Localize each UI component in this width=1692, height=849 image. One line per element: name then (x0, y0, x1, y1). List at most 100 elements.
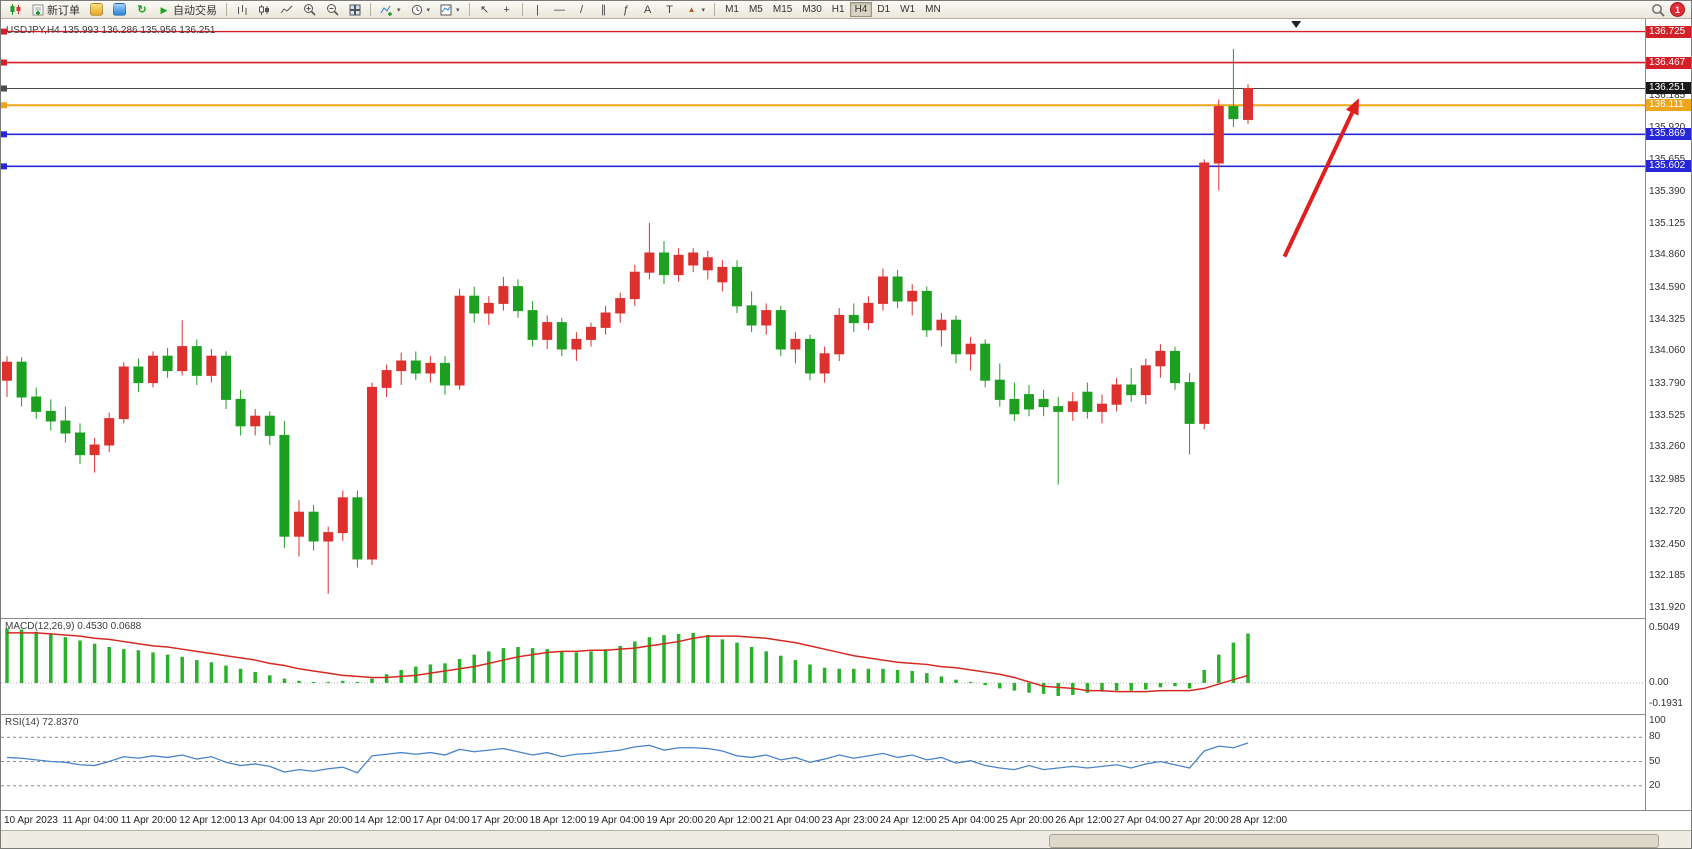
clock-icon (411, 4, 422, 15)
time-axis[interactable]: 10 Apr 2023 11 Apr 04:00 11 Apr 20:00 12 Ap… (1, 810, 1691, 830)
new-order-icon (32, 4, 44, 15)
crosshair-button[interactable]: + (497, 1, 517, 19)
timeframe-w1[interactable]: W1 (895, 2, 920, 17)
line-chart-icon (280, 5, 293, 13)
level-left-marker (1, 85, 7, 92)
zoom-out-icon (327, 4, 339, 16)
toolbar-separator (226, 3, 227, 16)
time-axis-label: 19 Apr 04:00 (588, 815, 645, 826)
market-watch-button[interactable] (109, 1, 130, 19)
timeframe-mn[interactable]: MN (920, 2, 946, 17)
time-axis-label: 23 Apr 23:00 (821, 815, 879, 826)
zoom-out-button[interactable] (322, 1, 343, 19)
timeframe-m30[interactable]: M30 (797, 2, 826, 17)
price-axis-label: 135.920 (1649, 122, 1685, 133)
macd-pane[interactable]: MACD(12,26,9) 0.4530 0.0688 (1, 619, 1647, 715)
trendline-icon: / (580, 3, 584, 16)
price-axis[interactable]: 136.185 135.920 135.655 135.390 135.125 134.8… (1645, 19, 1691, 810)
time-axis-label: 13 Apr 04:00 (237, 815, 295, 826)
vertical-line-button[interactable]: | (528, 1, 548, 19)
scrollbar-thumb[interactable] (1048, 834, 1660, 848)
trend-arrow (1282, 111, 1354, 258)
time-axis-label: 13 Apr 20:00 (296, 815, 353, 826)
macd-chart[interactable] (1, 619, 1647, 715)
price-axis-label: 134.060 (1649, 345, 1686, 357)
macd-axis-label: -0.1931 (1649, 698, 1683, 709)
price-axis-label: 132.185 (1649, 570, 1686, 582)
chevron-down-icon: ▾ (397, 6, 401, 14)
fibonacci-icon: ƒ (622, 3, 629, 16)
toolbar-separator (370, 3, 371, 16)
rsi-chart[interactable] (1, 715, 1647, 810)
time-axis-label: 25 Apr 04:00 (938, 815, 996, 826)
price-tag: 136.725 (1646, 25, 1691, 38)
arrows-button[interactable]: ▲ ▾ (682, 1, 710, 19)
level-left-marker (1, 59, 7, 66)
candlestick-chart-button[interactable] (254, 1, 274, 19)
text-label-button[interactable]: T (660, 1, 680, 19)
horizontal-line-icon: — (554, 3, 566, 16)
notification-badge[interactable]: 1 (1670, 2, 1685, 17)
text-label-icon: T (666, 3, 673, 16)
timeframe-m5[interactable]: M5 (744, 2, 768, 17)
price-axis-label: 132.985 (1649, 474, 1686, 486)
horizontal-line-button[interactable]: — (550, 1, 570, 19)
bar-chart-icon (238, 4, 247, 15)
time-axis-label: 24 Apr 12:00 (880, 815, 937, 826)
trendline-button[interactable]: / (572, 1, 592, 19)
toolbar-right-group: 1 (1651, 2, 1687, 17)
channel-button[interactable]: ∥ (594, 1, 614, 19)
time-axis-label: 17 Apr 20:00 (471, 815, 528, 826)
timeframe-h1[interactable]: H1 (827, 2, 850, 17)
price-axis-label: 133.525 (1649, 409, 1686, 421)
cursor-button[interactable]: ↖ (475, 1, 495, 19)
timeframe-h4[interactable]: H4 (849, 2, 873, 17)
periods-button[interactable]: ▾ (407, 1, 435, 19)
horizontal-scrollbar[interactable] (1, 830, 1691, 848)
time-axis-label: 21 Apr 04:00 (763, 815, 820, 826)
vertical-line-icon: | (536, 3, 539, 16)
autotrading-play-icon: ▶ (160, 4, 168, 15)
text-button[interactable]: A (638, 1, 658, 19)
macd-axis-label: 0.5049 (1649, 621, 1680, 633)
candlestick-chart-icon (259, 4, 269, 15)
main-chart-pane[interactable]: USDJPY,H4 135.993 136.286 135.956 136.25… (1, 19, 1647, 619)
price-tag: 136.467 (1646, 56, 1691, 69)
timeframe-m15[interactable]: M15 (768, 2, 797, 17)
chevron-down-icon: ▾ (426, 6, 431, 14)
chevron-down-icon: ▾ (456, 6, 460, 14)
templates-button[interactable]: ▾ (436, 1, 464, 19)
rsi-pane[interactable]: RSI(14) 72.8370 (1, 715, 1647, 810)
crosshair-icon: + (503, 3, 510, 16)
search-icon[interactable] (1651, 3, 1665, 17)
metaeditor-icon (90, 3, 103, 16)
time-axis-label: 27 Apr 20:00 (1172, 815, 1229, 826)
fibonacci-button[interactable]: ƒ (616, 1, 636, 19)
trend-arrow-head (1345, 98, 1359, 116)
level-left-marker (1, 131, 7, 138)
bar-chart-button[interactable] (232, 1, 252, 19)
timeframe-m1[interactable]: M1 (720, 2, 744, 17)
metaeditor-button[interactable] (86, 1, 107, 19)
new-chart-button[interactable] (5, 1, 26, 19)
autotrading-button[interactable]: ▶ 自动交易 (154, 1, 221, 19)
time-axis-label: 10 Apr 2023 (4, 815, 58, 826)
level-left-marker (1, 163, 7, 170)
zoom-in-button[interactable] (299, 1, 320, 19)
new-order-label: 新订单 (47, 4, 80, 17)
new-order-button[interactable]: 新订单 (28, 1, 84, 19)
time-axis-label: 17 Apr 04:00 (412, 815, 470, 826)
price-axis-label: 133.260 (1649, 441, 1686, 453)
refresh-button[interactable]: ↻ (132, 1, 152, 19)
indicators-button[interactable]: ▾ (376, 1, 405, 19)
macd-label: MACD(12,26,9) 0.4530 0.0688 (5, 621, 142, 632)
toolbar-separator (468, 3, 470, 16)
candlestick-chart[interactable] (1, 19, 1647, 619)
timeframe-d1[interactable]: D1 (872, 2, 895, 17)
price-axis-label: 135.655 (1649, 154, 1685, 165)
zoom-in-icon (304, 4, 316, 16)
time-axis-label: 11 Apr 04:00 (62, 815, 119, 826)
line-chart-button[interactable] (276, 1, 297, 19)
tile-windows-button[interactable] (345, 1, 365, 19)
timeframe-toolbar: M1 M5 M15 M30 H1 H4 D1 W1 MN (720, 2, 946, 17)
